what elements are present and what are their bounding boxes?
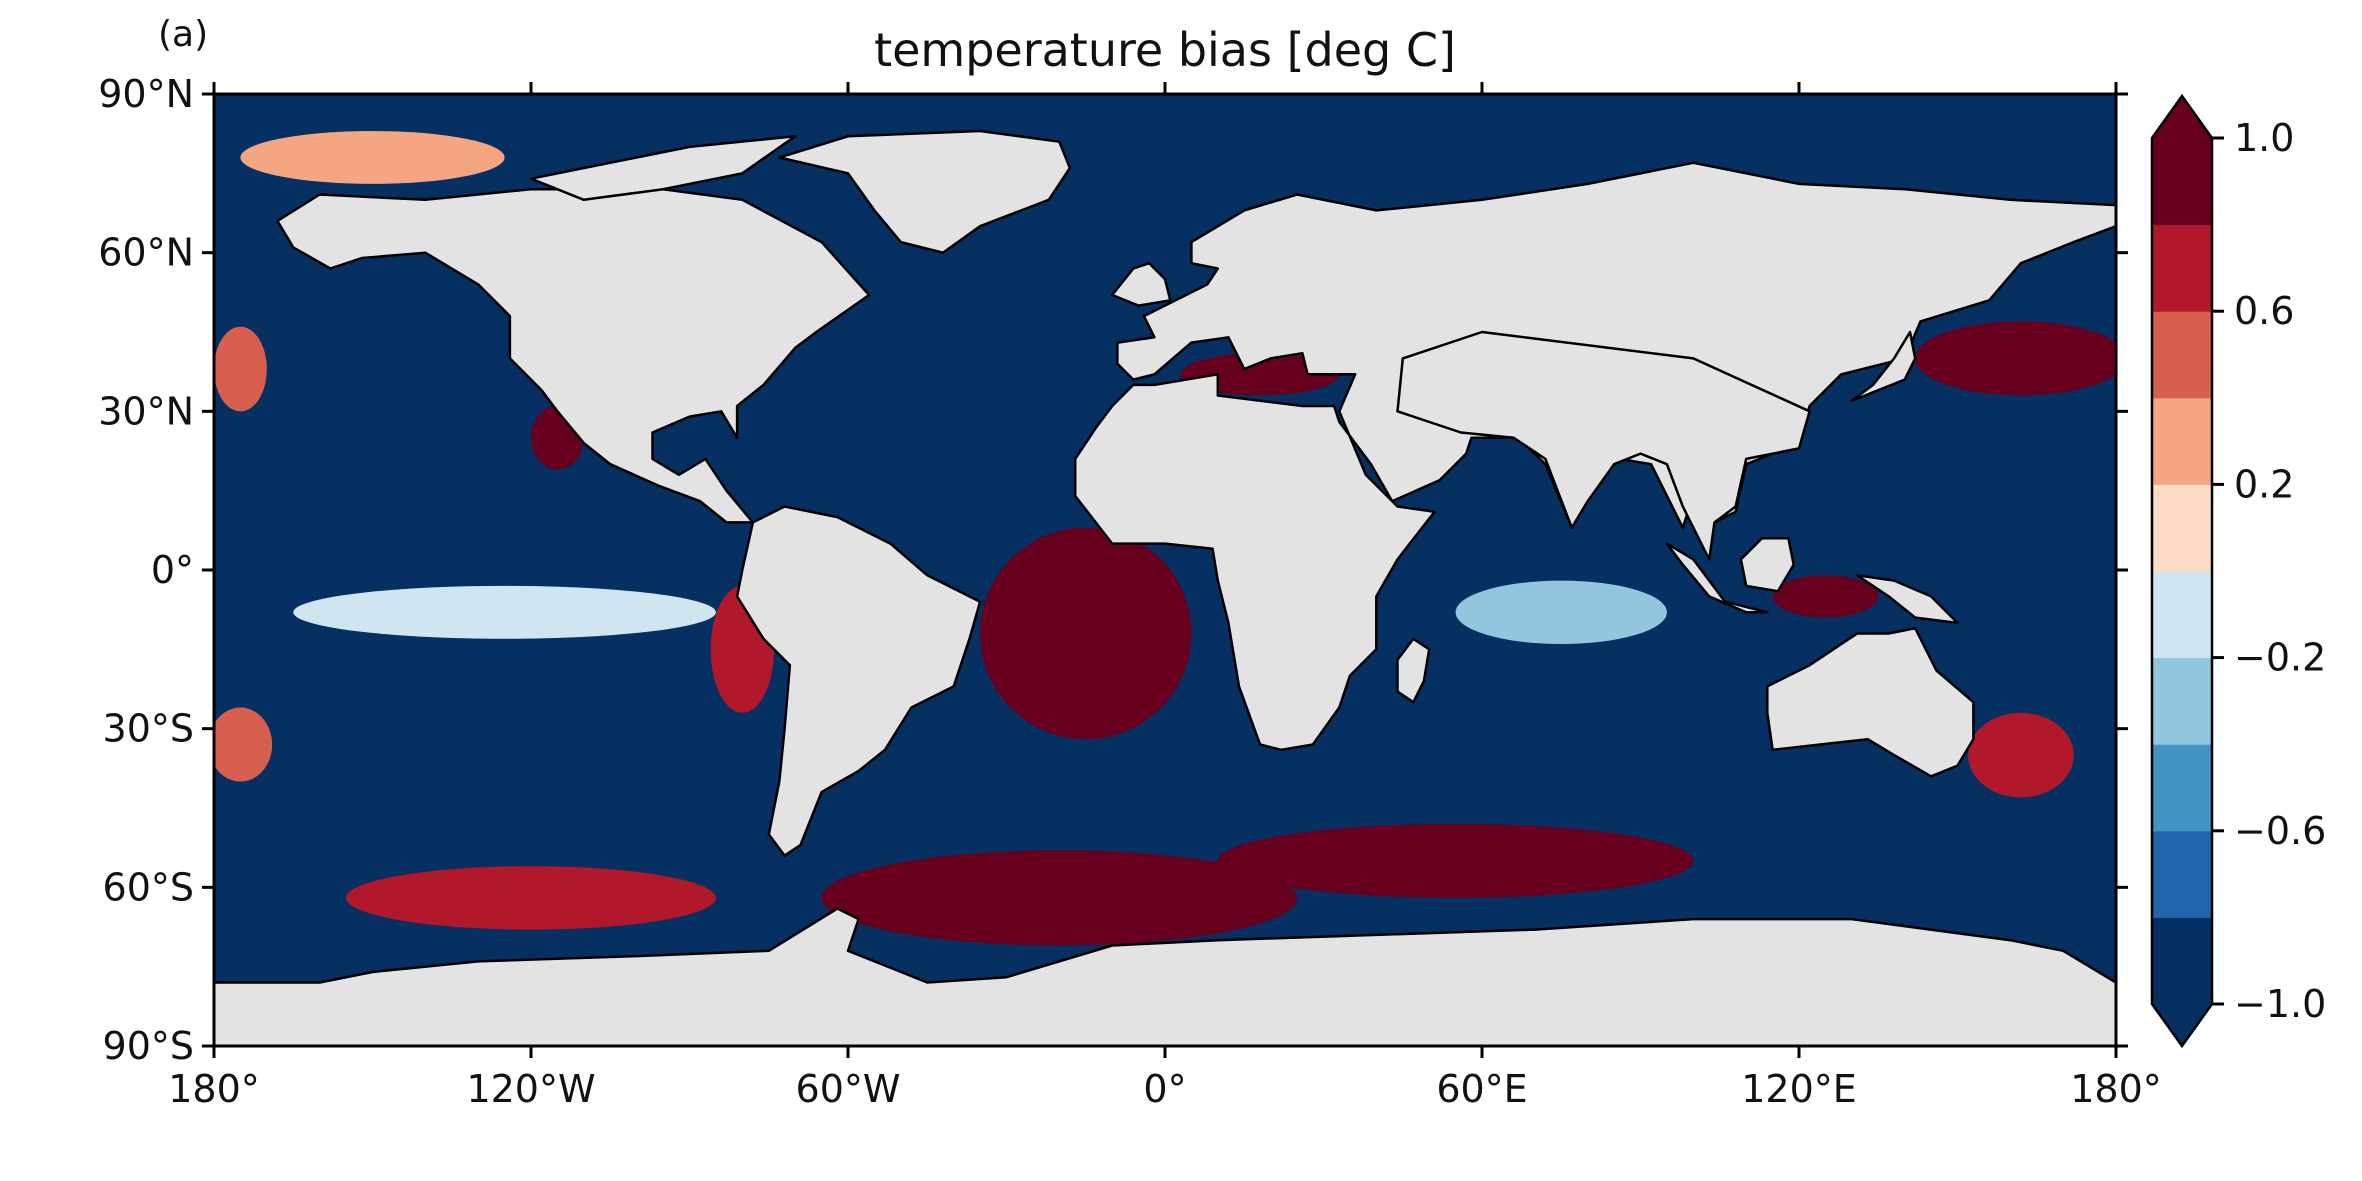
latitude-axis: 90°N 60°N 30°N 0° 30°S 60°S 90°S: [98, 72, 2128, 1068]
bias-region-kuroshio-extension: [1915, 321, 2116, 396]
land-antarctica: [214, 907, 2116, 1046]
colorbar-tick-label: 1.0: [2234, 116, 2294, 160]
land-greenland: [778, 129, 1072, 254]
bias-region-southern-ocean-pacific-sector: [346, 866, 716, 930]
bias-region-southern-ocean-indian-sector: [1217, 823, 1694, 898]
colorbar-segment: [2152, 830, 2212, 918]
land-arctic-archipelago: [529, 135, 797, 202]
map-panel: [214, 94, 2116, 1046]
lat-tick-label: 90°S: [103, 1024, 194, 1068]
bias-region-arctic-beaufort: [240, 131, 505, 184]
colorbar: 1.0 0.6 0.2 −0.2 −0.6 −1.0: [2150, 93, 2326, 1049]
bias-region-indian-ocean-tropics: [1455, 580, 1667, 645]
lon-tick-label: 180°: [168, 1067, 260, 1111]
colorbar-segment: [2152, 224, 2212, 312]
colorbar-tick-label: −0.6: [2234, 809, 2326, 853]
colorbar-segment: [2152, 484, 2212, 572]
bias-region-southern-ocean-atlantic-sector: [821, 850, 1298, 946]
land-australia: [1766, 626, 1975, 778]
colorbar-tick-label: −1.0: [2234, 982, 2326, 1026]
colorbar-tick-label: 0.2: [2234, 462, 2294, 506]
land-new-guinea: [1855, 574, 1959, 625]
bias-region-equatorial-pacific: [293, 585, 716, 639]
lat-tick-label: 90°N: [98, 72, 194, 116]
lon-tick-label: 120°W: [466, 1067, 595, 1111]
colorbar-tick-label: 0.6: [2234, 289, 2294, 333]
colorbar-segment: [2152, 917, 2212, 1005]
lat-tick-label: 60°S: [103, 865, 194, 909]
lon-tick-label: 180°: [2070, 1067, 2162, 1111]
land-north-america: [276, 187, 871, 524]
lon-tick-label: 0°: [1143, 1067, 1186, 1111]
bias-region-tasman-sea: [1968, 712, 2074, 798]
bias-region-south-atlantic-upwelling: [980, 527, 1192, 740]
land-india-arabia-fill: [1396, 330, 1811, 561]
land-british-isles: [1110, 261, 1172, 307]
land-sumatra-java: [1665, 542, 1769, 614]
colorbar-segment: [2152, 744, 2212, 832]
lat-tick-label: 30°S: [103, 707, 194, 751]
bias-region-south-pacific-west: [214, 707, 273, 782]
bias-region-maritime-continent: [1772, 575, 1879, 618]
longitude-axis: 180° 120°W 60°W 0° 60°E 120°E 180°: [168, 82, 2162, 1111]
lat-tick-label: 30°N: [98, 389, 194, 433]
colorbar-segment: [2152, 138, 2212, 226]
land-south-america: [735, 505, 982, 857]
lon-tick-label: 60°W: [796, 1067, 901, 1111]
colorbar-tick-label: −0.2: [2234, 636, 2326, 680]
lat-tick-label: 0°: [151, 548, 194, 592]
panel-label: (a): [158, 14, 208, 55]
land-borneo-indonesia: [1739, 537, 1795, 593]
land-madagascar: [1396, 637, 1431, 704]
lon-tick-label: 120°E: [1741, 1067, 1857, 1111]
lon-tick-label: 60°E: [1436, 1067, 1527, 1111]
colorbar-segment: [2152, 571, 2212, 659]
bias-region-mediterranean: [1180, 353, 1340, 396]
map-title: temperature bias [deg C]: [874, 23, 1456, 77]
colorbar-extend-max: [2152, 96, 2212, 138]
lat-tick-label: 60°N: [98, 231, 194, 275]
colorbar-segment: [2152, 657, 2212, 745]
colorbar-extend-min: [2152, 1004, 2212, 1046]
bias-region-north-pacific-west: [214, 326, 267, 412]
colorbar-segment: [2152, 311, 2212, 399]
colorbar-segment: [2152, 397, 2212, 485]
land-masses: [214, 129, 2116, 1046]
land-japan: [1850, 330, 1917, 403]
